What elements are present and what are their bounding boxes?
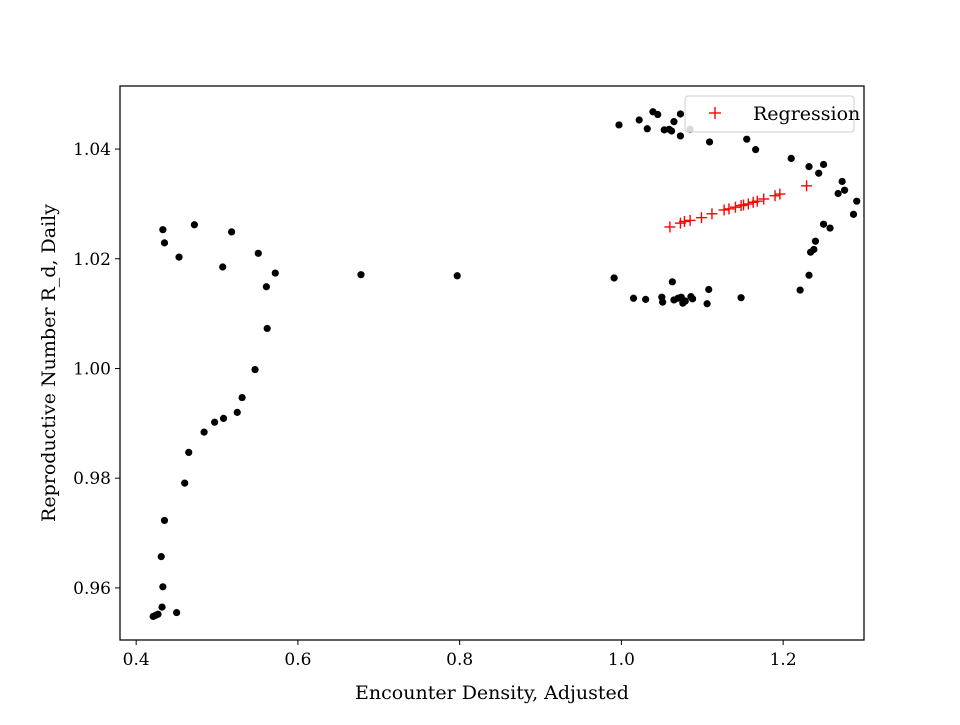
- regression-point: [723, 203, 735, 215]
- data-point: [787, 154, 795, 163]
- y-tick-label: 1.00: [73, 359, 111, 379]
- data-point: [635, 116, 643, 124]
- data-point: [676, 132, 685, 140]
- data-point: [819, 220, 828, 228]
- data-point: [853, 197, 861, 205]
- regression-point: [678, 215, 690, 227]
- data-point: [705, 138, 714, 146]
- regression-point: [738, 199, 750, 211]
- data-point: [642, 295, 650, 303]
- x-tick-label: 0.8: [446, 650, 473, 670]
- data-point: [238, 393, 246, 402]
- data-point: [228, 228, 236, 236]
- plot-frame: [119, 85, 865, 641]
- data-point: [743, 135, 751, 143]
- data-point: [703, 300, 711, 308]
- data-point: [649, 108, 657, 116]
- data-point: [154, 610, 162, 618]
- y-tick-label: 1.04: [73, 140, 111, 160]
- regression-point: [706, 208, 718, 220]
- data-point: [819, 160, 828, 169]
- data-point: [175, 253, 183, 261]
- data-point: [840, 186, 849, 194]
- data-point: [610, 274, 618, 282]
- legend-label-regression: Regression: [753, 103, 860, 125]
- data-point: [262, 283, 270, 291]
- data-point: [659, 298, 667, 306]
- data-point: [838, 177, 846, 186]
- regression-point: [695, 212, 707, 224]
- data-point: [811, 237, 820, 245]
- data-point: [668, 278, 676, 286]
- data-point: [629, 294, 638, 302]
- y-tick-label: 0.98: [73, 469, 111, 489]
- data-point: [805, 163, 813, 171]
- data-point: [159, 583, 167, 591]
- legend: Regression: [684, 95, 860, 133]
- data-point: [643, 125, 651, 133]
- data-point: [219, 263, 227, 271]
- data-point: [181, 479, 189, 487]
- data-point: [157, 553, 165, 561]
- regression-point: [758, 193, 770, 205]
- data-point: [185, 448, 193, 457]
- data-point: [681, 297, 689, 305]
- y-axis: 0.96 0.98 1.00 1.02 1.04: [73, 140, 120, 599]
- data-point: [752, 146, 760, 154]
- data-point: [263, 324, 271, 333]
- data-point: [665, 125, 673, 133]
- y-tick-label: 1.02: [73, 250, 111, 270]
- data-point: [159, 226, 167, 234]
- data-point: [251, 365, 259, 374]
- data-point: [805, 271, 813, 279]
- data-point: [670, 118, 678, 126]
- regression-point: [801, 180, 813, 192]
- data-point: [190, 221, 198, 229]
- regression-point: [664, 221, 676, 233]
- data-point: [254, 249, 262, 257]
- x-tick-label: 0.4: [123, 650, 150, 670]
- regression-point: [769, 190, 781, 202]
- data-point: [271, 269, 279, 277]
- data-point: [834, 189, 842, 198]
- data-point: [453, 272, 461, 280]
- regression-point: [684, 214, 696, 226]
- y-axis-label: Reproductive Number R_d, Daily: [38, 204, 60, 522]
- legend-plus-marker: [709, 107, 721, 119]
- data-point: [705, 285, 713, 294]
- data-point: [688, 295, 697, 303]
- data-point: [796, 286, 804, 294]
- data-point: [219, 414, 228, 422]
- regression-point: [742, 198, 754, 210]
- points-layer: [149, 108, 861, 621]
- x-tick-label: 0.6: [284, 650, 311, 670]
- data-point: [160, 239, 169, 247]
- data-point: [810, 245, 818, 254]
- regression-point: [718, 204, 730, 216]
- data-point: [233, 408, 241, 416]
- data-point: [200, 428, 208, 436]
- data-point: [158, 603, 166, 611]
- data-point: [849, 210, 858, 218]
- regression-point: [751, 195, 763, 207]
- x-tick-label: 1.2: [770, 650, 797, 670]
- x-tick-label: 1.0: [608, 650, 635, 670]
- data-point: [737, 294, 745, 302]
- data-point: [826, 224, 834, 232]
- data-point: [160, 516, 169, 525]
- legend-box: [684, 95, 855, 133]
- x-axis-label: Encounter Density, Adjusted: [355, 682, 629, 704]
- data-point: [357, 271, 365, 279]
- regression-point: [774, 188, 786, 200]
- data-point: [173, 608, 181, 617]
- x-axis: 0.4 0.6 0.8 1.0 1.2: [123, 640, 797, 670]
- regression-point: [729, 201, 741, 213]
- data-point: [676, 110, 685, 118]
- y-tick-label: 0.96: [73, 579, 111, 599]
- data-point: [211, 418, 219, 426]
- data-point: [815, 169, 823, 177]
- data-point: [615, 121, 623, 129]
